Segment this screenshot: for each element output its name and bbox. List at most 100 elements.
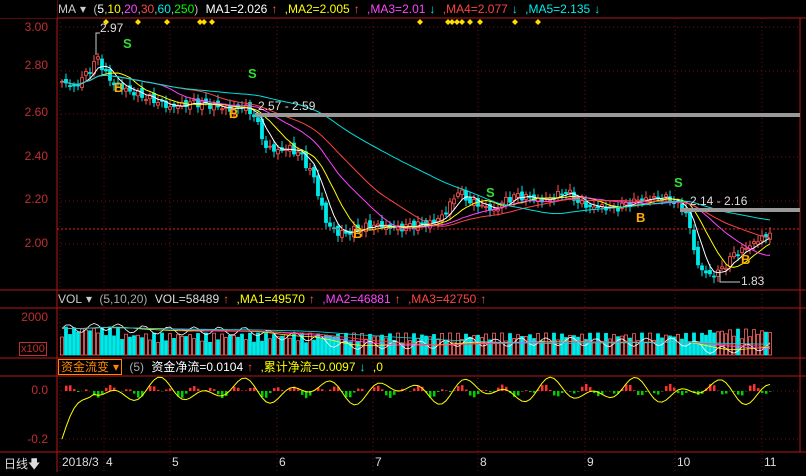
event-diamond (477, 19, 483, 25)
volume-bar (405, 333, 408, 355)
event-diamond (512, 19, 518, 25)
candle-body (89, 73, 92, 74)
volume-bar (81, 329, 84, 355)
event-diamond (535, 19, 541, 25)
volume-bar (157, 343, 160, 355)
volume-bar (657, 334, 660, 355)
flow-indicator-dropdown[interactable]: 资金流变▾ (58, 359, 122, 375)
volume-bar (533, 339, 536, 355)
volume-bar (121, 339, 124, 355)
volume-bar (609, 339, 612, 355)
flow-bar (393, 391, 396, 395)
event-diamond (459, 19, 465, 25)
flow-bar (217, 391, 220, 394)
flow-bar (741, 391, 744, 395)
candle-body (765, 235, 768, 237)
flow-bar (97, 391, 100, 398)
flow-bar (681, 391, 684, 395)
flow-bar (109, 385, 112, 391)
flow-y-tick: 0.0 (0, 383, 48, 397)
candle-body (321, 198, 324, 205)
flow-bar (385, 391, 388, 395)
candle-body (109, 69, 112, 80)
volume-bar (353, 333, 356, 355)
flow-bar (561, 391, 564, 393)
volume-bar (577, 337, 580, 355)
candle-body (653, 196, 656, 197)
ma-indicator-dropdown[interactable]: MA▾ (58, 2, 86, 16)
date-tick: 10 (677, 455, 690, 469)
candle-body (341, 230, 344, 237)
ma2-value: ,MA2=2.005 (285, 2, 350, 16)
candle-body (561, 194, 564, 195)
candle-body (301, 153, 304, 154)
candle-body (329, 223, 332, 226)
vol-indicator-dropdown[interactable]: VOL▾ (58, 292, 92, 306)
flow-bar (189, 388, 192, 391)
volume-bar (469, 337, 472, 355)
volume-bar (417, 338, 420, 355)
flow-bar (529, 391, 532, 392)
volume-bar (189, 335, 192, 355)
period-selector[interactable]: 日线🡇 (4, 455, 40, 476)
flow-bar (677, 391, 680, 393)
flow-bar (725, 391, 728, 394)
candle-body (585, 201, 588, 207)
flow-bar (485, 390, 488, 391)
volume-bar (517, 335, 520, 355)
candle-body (641, 199, 644, 201)
flow-bar (713, 385, 716, 391)
candle-body (469, 198, 472, 203)
flow-bar (473, 391, 476, 397)
volume-bar (257, 333, 260, 355)
candle-body (701, 266, 704, 270)
volume-bar (181, 336, 184, 355)
ma1-value: MA1=2.026 (206, 2, 268, 16)
candle-body (289, 146, 292, 151)
flow-bar (525, 390, 528, 391)
candle-body (309, 168, 312, 170)
high-pointer (96, 33, 100, 55)
resistance-zone (680, 208, 800, 212)
volume-bar (345, 333, 348, 355)
volume-bar (745, 329, 748, 355)
signal-sell: S (486, 185, 495, 200)
flow-bar (521, 391, 524, 392)
flow-bar (413, 389, 416, 391)
volume-bar (477, 335, 480, 355)
flow-bar (149, 386, 152, 391)
candle-body (421, 223, 424, 224)
volume-bar (633, 334, 636, 355)
candle-body (693, 230, 696, 250)
signal-buy: B (353, 226, 362, 241)
volume-bar (373, 337, 376, 355)
volume-bar (437, 339, 440, 355)
volume-bar (269, 339, 272, 355)
volume-bar (365, 339, 368, 355)
volume-bar (61, 337, 64, 355)
volume-bar (333, 337, 336, 355)
flow-bar (541, 385, 544, 391)
flow-bar (685, 391, 688, 393)
flow-bar (557, 391, 560, 396)
flow-bar (653, 391, 656, 393)
volume-bar (161, 333, 164, 355)
volume-bar (273, 335, 276, 355)
flow-bar (333, 387, 336, 391)
flow-bar (469, 391, 472, 396)
candle-body (557, 191, 560, 197)
flow-bar (157, 390, 160, 391)
volume-bar (117, 327, 120, 355)
flow-bar (657, 391, 660, 395)
volume-bar (145, 334, 148, 355)
volume-bar (97, 333, 100, 355)
ma-line-10 (62, 73, 770, 267)
event-diamond (417, 19, 423, 25)
volume-bar (545, 333, 548, 355)
flow-bar (645, 391, 648, 392)
flow-bar (477, 391, 480, 394)
volume-bar (85, 330, 88, 355)
flow-bar (441, 389, 444, 391)
ma4-value: ,MA4=2.077 (443, 2, 508, 16)
